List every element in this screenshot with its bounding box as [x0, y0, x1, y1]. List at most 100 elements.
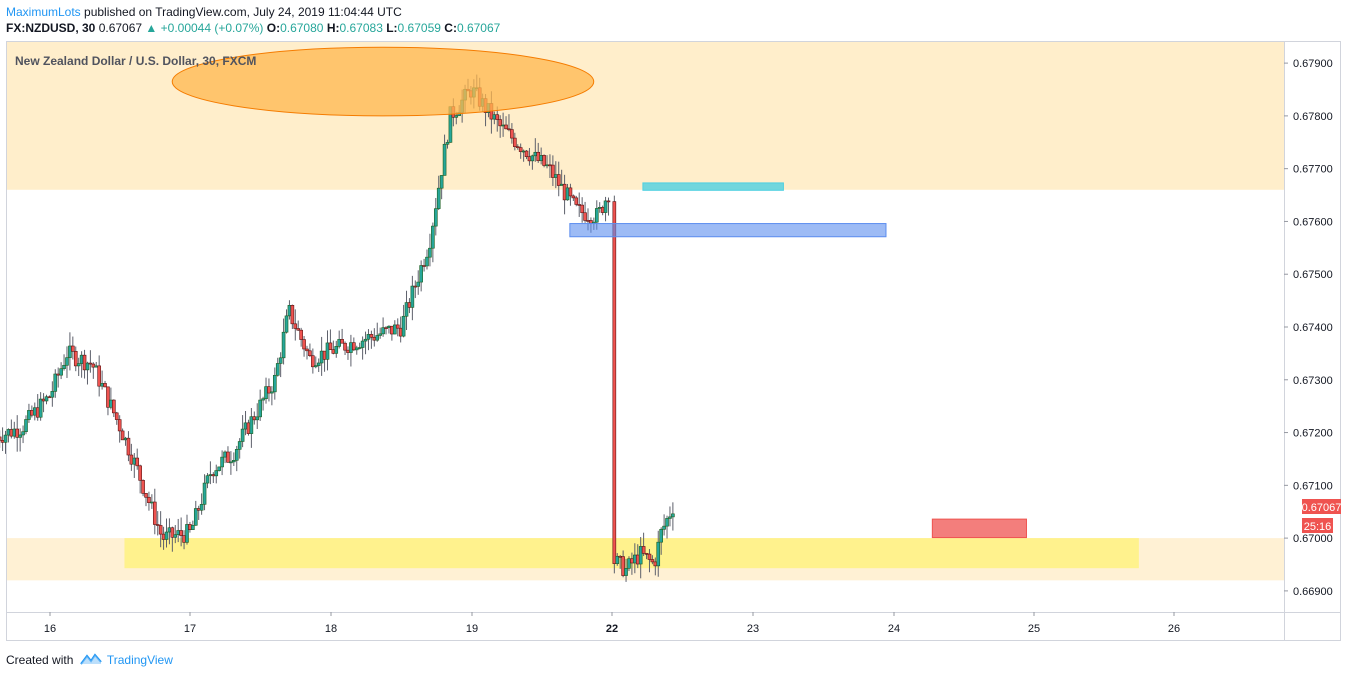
candle-body — [62, 364, 66, 369]
candle-body — [603, 200, 608, 213]
candle-body — [445, 142, 450, 145]
published-text: published on TradingView.com, July 24, 2… — [84, 5, 402, 19]
candle-body — [431, 225, 435, 249]
candle-body — [202, 482, 207, 505]
candle-body — [419, 265, 423, 283]
candle-body — [53, 373, 58, 392]
footer: Created with TradingView — [6, 652, 173, 669]
overlays-layer — [171, 46, 1027, 539]
symbol: FX:NZDUSD, 30 — [6, 21, 96, 35]
candle-body — [530, 155, 535, 162]
price-change: ▲ +0.00044 (+0.07%) — [145, 21, 264, 35]
candle-body — [524, 150, 529, 157]
candle-body — [349, 342, 353, 353]
candle-body — [261, 398, 265, 401]
candle-body — [100, 383, 104, 387]
candle-body — [211, 474, 216, 477]
candle-body — [208, 474, 213, 477]
candle-body — [35, 407, 40, 418]
blue-box — [569, 223, 887, 238]
candle-body — [243, 422, 248, 430]
candle-body — [635, 554, 640, 565]
candle-body — [498, 119, 502, 127]
candle-body — [340, 339, 344, 344]
candle-body — [106, 386, 110, 408]
candle-body — [600, 207, 605, 213]
candle-body — [71, 345, 75, 352]
candle-body — [357, 347, 362, 349]
candle-body — [88, 362, 93, 365]
candle-body — [141, 480, 145, 494]
candle-body — [270, 391, 274, 394]
candle-body — [416, 281, 421, 287]
candle-body — [193, 508, 198, 526]
candle-body — [586, 220, 590, 222]
candle-body — [360, 340, 365, 348]
candle-body — [12, 428, 17, 437]
candle-body — [515, 146, 520, 148]
candle-body — [381, 327, 385, 335]
candle-body — [542, 155, 546, 166]
candle-body — [234, 449, 239, 461]
symbol-line: FX:NZDUSD, 30 0.67067 ▲ +0.00044 (+0.07%… — [6, 20, 500, 36]
candle-body — [249, 416, 254, 434]
candle-body — [114, 412, 119, 420]
candle-body — [413, 285, 418, 288]
candle-body — [644, 553, 649, 555]
candle-body — [226, 451, 230, 463]
candle-body — [232, 460, 236, 463]
chart-frame[interactable] — [6, 41, 1341, 641]
candle-body — [615, 555, 620, 564]
candle-body — [179, 530, 183, 536]
candle-body — [65, 357, 69, 366]
candle-body — [656, 541, 661, 567]
candle-body — [390, 325, 394, 335]
candle-body — [337, 339, 341, 347]
price-tick-label: 0.67600 — [1293, 216, 1333, 228]
candle-body — [653, 561, 658, 567]
candle-body — [129, 454, 134, 465]
chart-header: MaximumLots published on TradingView.com… — [6, 4, 500, 36]
candle-body — [188, 524, 192, 530]
tradingview-logo-icon[interactable] — [79, 653, 102, 669]
candle-body — [668, 516, 672, 519]
candle-body — [150, 501, 154, 504]
candle-body — [313, 365, 318, 368]
candle-body — [577, 204, 582, 206]
candle-body — [135, 457, 140, 467]
candle-body — [366, 334, 371, 340]
candle-body — [6, 429, 11, 436]
candle-body — [164, 531, 169, 540]
candle-body — [328, 342, 333, 350]
candle-body — [147, 496, 151, 503]
candle-body — [425, 256, 429, 267]
candle-body — [671, 513, 675, 518]
candle-body — [501, 124, 505, 127]
candle-body — [495, 114, 500, 120]
time-tick-label: 16 — [44, 623, 56, 635]
candle-body — [384, 327, 388, 329]
candle-body — [258, 399, 262, 418]
tradingview-brand[interactable]: TradingView — [106, 653, 173, 667]
candle-body — [176, 530, 181, 535]
candle-body — [319, 350, 324, 364]
price-tick-label: 0.67000 — [1293, 533, 1333, 545]
publisher-name[interactable]: MaximumLots — [6, 5, 81, 19]
candle-body — [527, 156, 532, 162]
candle-body — [132, 457, 137, 465]
candle-body — [24, 419, 28, 433]
candle-body — [59, 368, 63, 376]
candle-body — [507, 128, 511, 131]
candle-body — [170, 527, 175, 538]
candle-body — [223, 451, 227, 458]
candle-body — [199, 504, 204, 511]
candle-body — [395, 324, 400, 329]
candle-body — [621, 556, 625, 576]
candle-body — [94, 365, 99, 368]
candle-body — [401, 315, 406, 337]
candle-body — [442, 143, 447, 176]
candle-body — [352, 342, 356, 351]
candle-body — [229, 461, 233, 464]
candle-body — [68, 345, 72, 358]
